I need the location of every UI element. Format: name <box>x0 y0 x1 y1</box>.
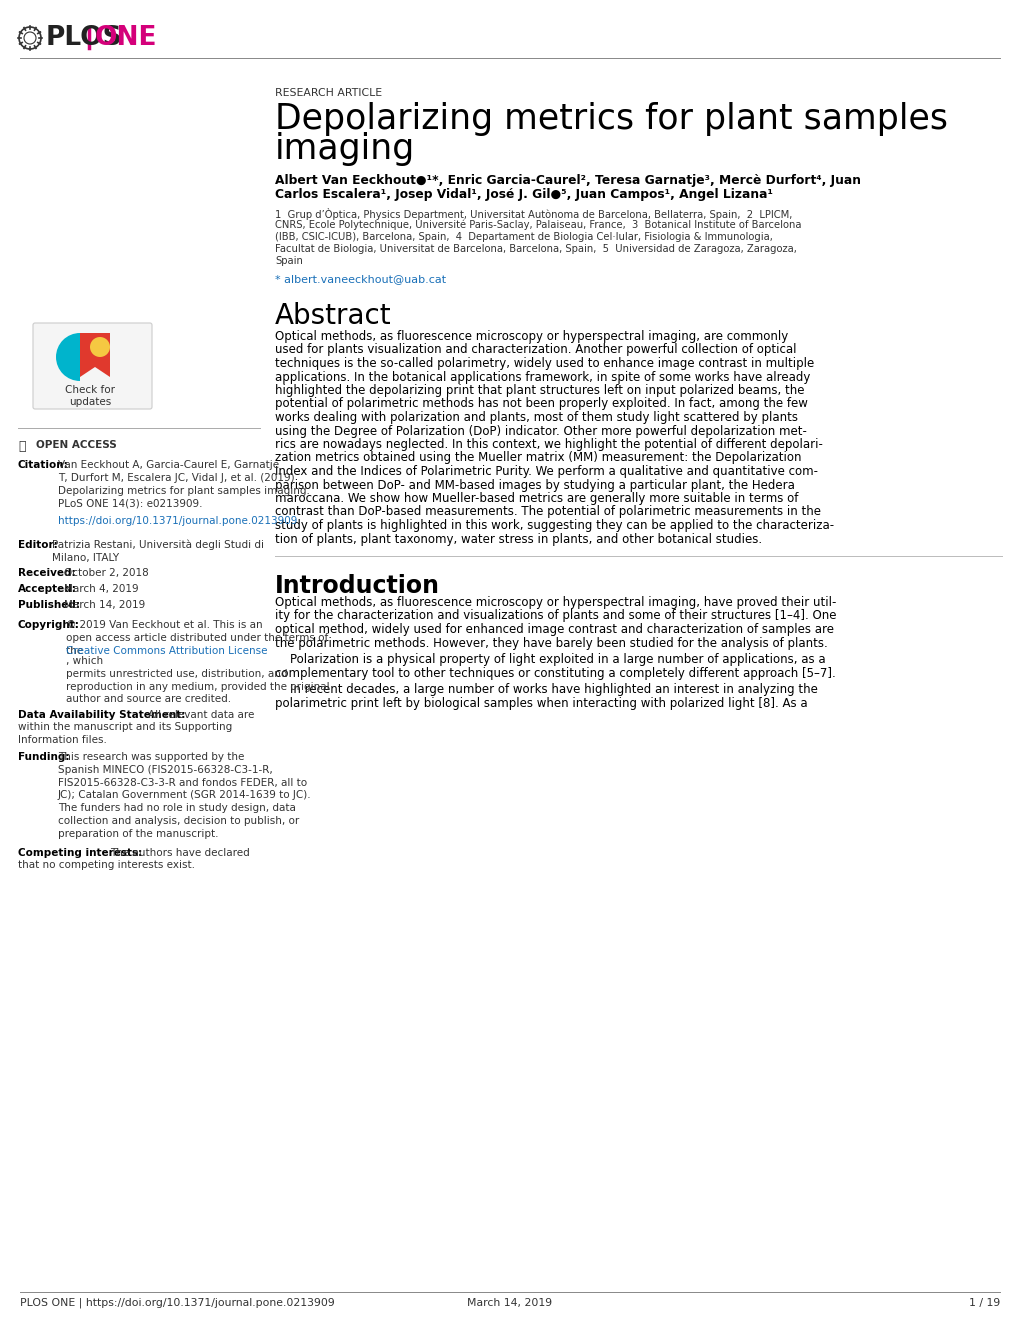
Text: Polarization is a physical property of light exploited in a large number of appl: Polarization is a physical property of l… <box>275 653 824 667</box>
Text: All relevant data are: All relevant data are <box>148 710 254 719</box>
Text: PLOS: PLOS <box>46 25 122 51</box>
Text: within the manuscript and its Supporting
Information files.: within the manuscript and its Supporting… <box>18 722 232 744</box>
Text: polarimetric print left by biological samples when interacting with polarized li: polarimetric print left by biological sa… <box>275 697 807 710</box>
Text: PLOS ONE | https://doi.org/10.1371/journal.pone.0213909: PLOS ONE | https://doi.org/10.1371/journ… <box>20 1298 334 1308</box>
Text: Accepted:: Accepted: <box>18 583 76 594</box>
Polygon shape <box>79 333 110 378</box>
Text: Van Eeckhout A, Garcia-Caurel E, Garnatje
T, Durfort M, Escalera JC, Vidal J, et: Van Eeckhout A, Garcia-Caurel E, Garnatj… <box>58 459 310 508</box>
Text: contrast than DoP-based measurements. The potential of polarimetric measurements: contrast than DoP-based measurements. Th… <box>275 506 820 519</box>
Text: Carlos Escalera¹, Josep Vidal¹, José J. Gil●⁵, Juan Campos¹, Angel Lizana¹: Carlos Escalera¹, Josep Vidal¹, José J. … <box>275 187 772 201</box>
Text: tion of plants, plant taxonomy, water stress in plants, and other botanical stud: tion of plants, plant taxonomy, water st… <box>275 532 761 545</box>
Text: updates: updates <box>69 397 111 407</box>
Text: * albert.vaneeckhout@uab.cat: * albert.vaneeckhout@uab.cat <box>275 275 445 284</box>
Text: Optical methods, as fluorescence microscopy or hyperspectral imaging, are common: Optical methods, as fluorescence microsc… <box>275 330 788 343</box>
Text: Depolarizing metrics for plant samples: Depolarizing metrics for plant samples <box>275 102 947 136</box>
Text: works dealing with polarization and plants, most of them study light scattered b: works dealing with polarization and plan… <box>275 411 797 424</box>
Text: CNRS, Ecole Polytechnique, Université Paris-Saclay, Palaiseau, France,  3  Botan: CNRS, Ecole Polytechnique, Université Pa… <box>275 220 801 231</box>
Text: highlighted the depolarizing print that plant structures left on input polarized: highlighted the depolarizing print that … <box>275 384 804 397</box>
Wedge shape <box>56 333 79 381</box>
Circle shape <box>90 337 110 356</box>
Text: rics are nowadays neglected. In this context, we highlight the potential of diff: rics are nowadays neglected. In this con… <box>275 438 822 451</box>
Text: Data Availability Statement:: Data Availability Statement: <box>18 710 185 719</box>
Text: using the Degree of Polarization (DoP) indicator. Other more powerful depolariza: using the Degree of Polarization (DoP) i… <box>275 425 806 437</box>
Text: 1 / 19: 1 / 19 <box>968 1298 999 1308</box>
Text: March 14, 2019: March 14, 2019 <box>64 601 145 610</box>
Text: https://doi.org/10.1371/journal.pone.0213909: https://doi.org/10.1371/journal.pone.021… <box>58 516 298 525</box>
Text: The authors have declared: The authors have declared <box>110 847 250 858</box>
Text: March 14, 2019: March 14, 2019 <box>467 1298 552 1308</box>
Text: Competing interests:: Competing interests: <box>18 847 142 858</box>
Text: Abstract: Abstract <box>275 302 391 330</box>
Text: , which
permits unrestricted use, distribution, and
reproduction in any medium, : , which permits unrestricted use, distri… <box>66 656 329 705</box>
Text: Funding:: Funding: <box>18 752 69 762</box>
Text: Albert Van Eeckhout●¹*, Enric Garcia-Caurel², Teresa Garnatje³, Mercè Durfort⁴, : Albert Van Eeckhout●¹*, Enric Garcia-Cau… <box>275 174 860 187</box>
FancyBboxPatch shape <box>33 323 152 409</box>
Text: optical method, widely used for enhanced image contrast and characterization of : optical method, widely used for enhanced… <box>275 623 834 636</box>
Text: Facultat de Biologia, Universitat de Barcelona, Barcelona, Spain,  5  Universida: Facultat de Biologia, Universitat de Bar… <box>275 244 796 253</box>
Text: Optical methods, as fluorescence microscopy or hyperspectral imaging, have prove: Optical methods, as fluorescence microsc… <box>275 597 836 609</box>
Text: ity for the characterization and visualizations of plants and some of their stru: ity for the characterization and visuali… <box>275 610 836 623</box>
Text: RESEARCH ARTICLE: RESEARCH ARTICLE <box>275 88 382 98</box>
Text: Introduction: Introduction <box>275 574 439 598</box>
Text: © 2019 Van Eeckhout et al. This is an
open access article distributed under the : © 2019 Van Eeckhout et al. This is an op… <box>66 620 328 656</box>
Text: complementary tool to other techniques or constituting a completely different ap: complementary tool to other techniques o… <box>275 667 835 680</box>
Text: 1  Grup d’Òptica, Physics Department, Universitat Autònoma de Barcelona, Bellate: 1 Grup d’Òptica, Physics Department, Uni… <box>275 209 792 220</box>
Text: techniques is the so-called polarimetry, widely used to enhance image contrast i: techniques is the so-called polarimetry,… <box>275 356 813 370</box>
Text: Spain: Spain <box>275 256 303 267</box>
Text: Editor:: Editor: <box>18 540 58 550</box>
Text: Copyright:: Copyright: <box>18 620 79 630</box>
Text: Published:: Published: <box>18 601 79 610</box>
Text: the polarimetric methods. However, they have barely been studied for the analysi: the polarimetric methods. However, they … <box>275 636 827 649</box>
Text: This research was supported by the
Spanish MINECO (FIS2015-66328-C3-1-R,
FIS2015: This research was supported by the Spani… <box>58 752 312 838</box>
Text: ONE: ONE <box>95 25 157 51</box>
Text: study of plants is highlighted in this work, suggesting they can be applied to t: study of plants is highlighted in this w… <box>275 519 834 532</box>
Text: In recent decades, a large number of works have highlighted an interest in analy: In recent decades, a large number of wor… <box>275 682 817 696</box>
Text: parison between DoP- and MM-based images by studying a particular plant, the Hed: parison between DoP- and MM-based images… <box>275 479 794 491</box>
Text: used for plants visualization and characterization. Another powerful collection : used for plants visualization and charac… <box>275 343 796 356</box>
Text: maroccana. We show how Mueller-based metrics are generally more suitable in term: maroccana. We show how Mueller-based met… <box>275 492 798 506</box>
Text: potential of polarimetric methods has not been properly exploited. In fact, amon: potential of polarimetric methods has no… <box>275 397 807 411</box>
Text: Check for: Check for <box>65 385 115 395</box>
Text: Received:: Received: <box>18 568 75 578</box>
Text: OPEN ACCESS: OPEN ACCESS <box>36 440 116 450</box>
Text: that no competing interests exist.: that no competing interests exist. <box>18 861 195 870</box>
Text: October 2, 2018: October 2, 2018 <box>64 568 149 578</box>
Text: zation metrics obtained using the Mueller matrix (MM) measurement: the Depolariz: zation metrics obtained using the Muelle… <box>275 451 801 465</box>
Text: March 4, 2019: March 4, 2019 <box>64 583 139 594</box>
Text: Index and the Indices of Polarimetric Purity. We perform a qualitative and quant: Index and the Indices of Polarimetric Pu… <box>275 465 817 478</box>
Text: imaging: imaging <box>275 132 415 166</box>
Text: 🔓: 🔓 <box>18 440 25 453</box>
Text: Citation:: Citation: <box>18 459 68 470</box>
Text: Patrizia Restani, Università degli Studi di
Milano, ITALY: Patrizia Restani, Università degli Studi… <box>52 540 264 564</box>
Text: applications. In the botanical applications framework, in spite of some works ha: applications. In the botanical applicati… <box>275 371 809 384</box>
Text: (IBB, CSIC-ICUB), Barcelona, Spain,  4  Departament de Biologia Cel·lular, Fisio: (IBB, CSIC-ICUB), Barcelona, Spain, 4 De… <box>275 232 772 242</box>
Text: Creative Commons Attribution License: Creative Commons Attribution License <box>66 645 267 656</box>
